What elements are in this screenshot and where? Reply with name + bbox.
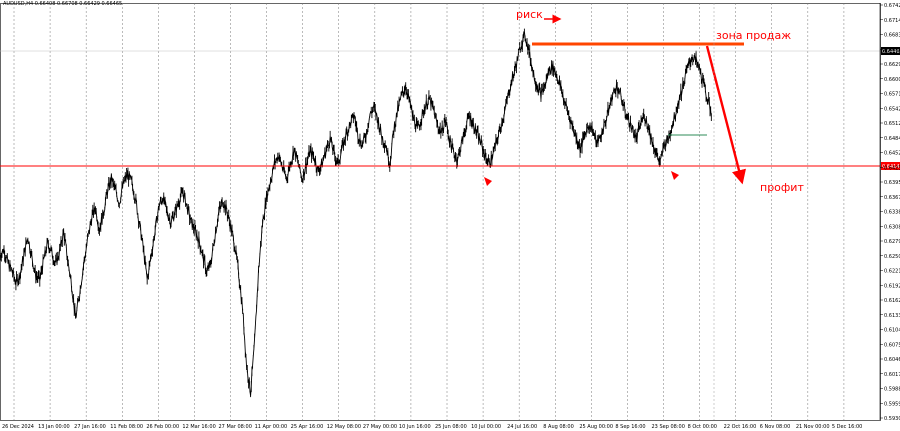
x-tick-label: 27 Mar 08:00 xyxy=(219,424,252,430)
risk-label: риск xyxy=(516,8,543,21)
y-tick-label: 0.63380 xyxy=(884,210,900,216)
y-tick-label: 0.66830 xyxy=(884,33,900,39)
y-tick-label: 0.61620 xyxy=(884,298,900,304)
y-tick-label: 0.65120 xyxy=(884,121,900,127)
y-tick-label: 0.64520 xyxy=(884,151,900,157)
price-axis: 0.67420 0.67140 0.66830 0.66550 0.66290 0.660… xyxy=(879,3,900,422)
x-tick-label: 24 Jul 16:00 xyxy=(507,424,537,430)
x-tick-label: 8 Oct 00:00 xyxy=(688,424,717,430)
x-tick-label: 8 Sep 16:00 xyxy=(615,424,645,430)
x-tick-label: 22 Oct 16:00 xyxy=(724,424,757,430)
x-tick-label: 27 Jan 16:00 xyxy=(74,424,106,430)
y-tick-label: 0.62500 xyxy=(884,254,900,260)
profit-arrow xyxy=(705,45,746,185)
x-tick-label: 10 Jul 00:00 xyxy=(471,424,501,430)
x-tick-label: 27 May 00:00 xyxy=(363,424,397,430)
y-tick-label: 0.66000 xyxy=(884,77,900,83)
sell-zone-label: зона продаж xyxy=(716,29,792,42)
x-tick-label: 26 Dec 2024 xyxy=(2,424,34,430)
y-tick-label: 0.63950 xyxy=(884,180,900,186)
buy-marker-aug xyxy=(484,177,492,186)
support-price-label: 0.64145 xyxy=(882,164,900,170)
buy-marker-nov xyxy=(671,171,679,180)
x-tick-label: 23 Sep 08:00 xyxy=(652,424,685,430)
x-tick-label: 26 Feb 00:00 xyxy=(146,424,179,430)
y-tick-label: 0.64840 xyxy=(884,136,900,142)
y-tick-label: 0.60750 xyxy=(884,342,900,348)
y-tick-label: 0.62790 xyxy=(884,239,900,245)
support-price-box xyxy=(881,162,900,170)
x-tick-label: 25 Aug 00:00 xyxy=(579,424,613,430)
x-tick-label: 12 Mar 16:00 xyxy=(182,424,215,430)
y-tick-label: 0.63670 xyxy=(884,195,900,201)
current-price-label: 0.64465 xyxy=(882,49,900,55)
y-tick-label: 0.59590 xyxy=(884,401,900,407)
x-tick-label: 25 Jun 08:00 xyxy=(435,424,467,430)
time-axis: 26 Dec 2024 13 Jan 00:00 27 Jan 16:00 11 Fe… xyxy=(2,424,862,430)
level-lines: 0.64145 0.64465 xyxy=(0,42,900,170)
x-tick-label: 21 Nov 00:00 xyxy=(796,424,830,430)
x-tick-label: 5 Dec 16:00 xyxy=(832,424,862,430)
symbol-info: AUDUSD,H4 0.66408 0.66708 0.66429 0.6646… xyxy=(3,1,123,7)
y-tick-label: 0.59300 xyxy=(884,416,900,422)
x-tick-label: 25 Apr 16:00 xyxy=(291,424,324,430)
y-tick-label: 0.63080 xyxy=(884,224,900,230)
x-tick-label: 10 Jun 16:00 xyxy=(399,424,431,430)
y-tick-label: 0.65710 xyxy=(884,92,900,98)
grid-lines xyxy=(0,3,881,421)
y-tick-label: 0.67140 xyxy=(884,18,900,24)
x-tick-label: 8 Aug 08:00 xyxy=(543,424,574,430)
x-tick-label: 12 May 08:00 xyxy=(327,424,361,430)
price-series xyxy=(0,28,712,398)
plot-frame xyxy=(0,3,881,421)
y-tick-label: 0.65420 xyxy=(884,106,900,112)
y-tick-label: 0.66550 xyxy=(884,47,900,53)
y-tick-label: 0.64250 xyxy=(884,165,900,171)
y-tick-label: 0.62210 xyxy=(884,269,900,275)
y-tick-label: 0.67420 xyxy=(884,3,900,9)
y-tick-label: 0.59880 xyxy=(884,387,900,393)
y-tick-label: 0.60460 xyxy=(884,357,900,363)
x-tick-label: 11 Feb 08:00 xyxy=(110,424,143,430)
current-price-box xyxy=(881,47,900,55)
y-tick-label: 0.61040 xyxy=(884,328,900,334)
profit-label: профит xyxy=(760,181,804,194)
x-tick-label: 11 Apr 00:00 xyxy=(255,424,288,430)
y-tick-label: 0.61330 xyxy=(884,313,900,319)
y-tick-label: 0.66290 xyxy=(884,62,900,68)
y-tick-label: 0.60170 xyxy=(884,372,900,378)
y-tick-label: 0.61920 xyxy=(884,283,900,289)
price-line xyxy=(0,28,712,398)
x-tick-label: 6 Nov 08:00 xyxy=(760,424,791,430)
annotation-marks xyxy=(484,3,746,420)
x-tick-label: 13 Jan 00:00 xyxy=(38,424,70,430)
